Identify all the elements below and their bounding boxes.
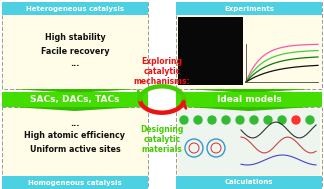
FancyBboxPatch shape [2,2,148,15]
FancyBboxPatch shape [176,176,322,189]
Text: Designing: Designing [140,125,184,135]
Bar [176,2,322,89]
Polygon shape [186,89,312,93]
Circle shape [292,116,300,124]
Text: High atomic efficiency: High atomic efficiency [25,132,125,140]
Text: Calculations: Calculations [225,180,273,185]
Text: Experiments: Experiments [224,5,274,12]
Circle shape [208,116,216,124]
Circle shape [194,116,202,124]
Text: Exploring: Exploring [142,57,182,67]
FancyBboxPatch shape [176,15,322,89]
Text: catalytic: catalytic [144,136,180,145]
Bar [176,107,322,187]
FancyBboxPatch shape [2,92,148,107]
Circle shape [306,116,314,124]
Text: Heterogeneous catalysis: Heterogeneous catalysis [26,5,124,12]
Text: SACs, DACs, TACs: SACs, DACs, TACs [30,95,120,104]
Circle shape [278,116,286,124]
Polygon shape [12,107,138,111]
Text: mechanisms:: mechanisms: [134,77,190,87]
FancyBboxPatch shape [176,92,322,107]
Text: High stability: High stability [45,33,105,43]
FancyBboxPatch shape [178,109,320,175]
Polygon shape [12,89,138,93]
Text: ...: ... [70,60,80,68]
FancyBboxPatch shape [2,176,148,189]
Text: Ideal models: Ideal models [217,95,281,104]
Text: Facile recovery: Facile recovery [41,46,109,56]
FancyBboxPatch shape [176,107,322,181]
Polygon shape [186,107,312,111]
Circle shape [250,116,258,124]
Bar [2,107,148,187]
Text: catalytic: catalytic [144,67,180,77]
Circle shape [236,116,244,124]
Text: materials: materials [142,146,182,154]
FancyBboxPatch shape [2,107,148,181]
Circle shape [264,116,272,124]
FancyBboxPatch shape [2,15,148,89]
Text: Homogeneous catalysis: Homogeneous catalysis [28,180,122,185]
FancyBboxPatch shape [176,2,322,15]
Text: ...: ... [70,119,80,128]
Circle shape [222,116,230,124]
Bar [2,2,148,89]
FancyBboxPatch shape [178,17,243,85]
Circle shape [180,116,188,124]
Text: Uniform active sites: Uniform active sites [29,145,121,153]
